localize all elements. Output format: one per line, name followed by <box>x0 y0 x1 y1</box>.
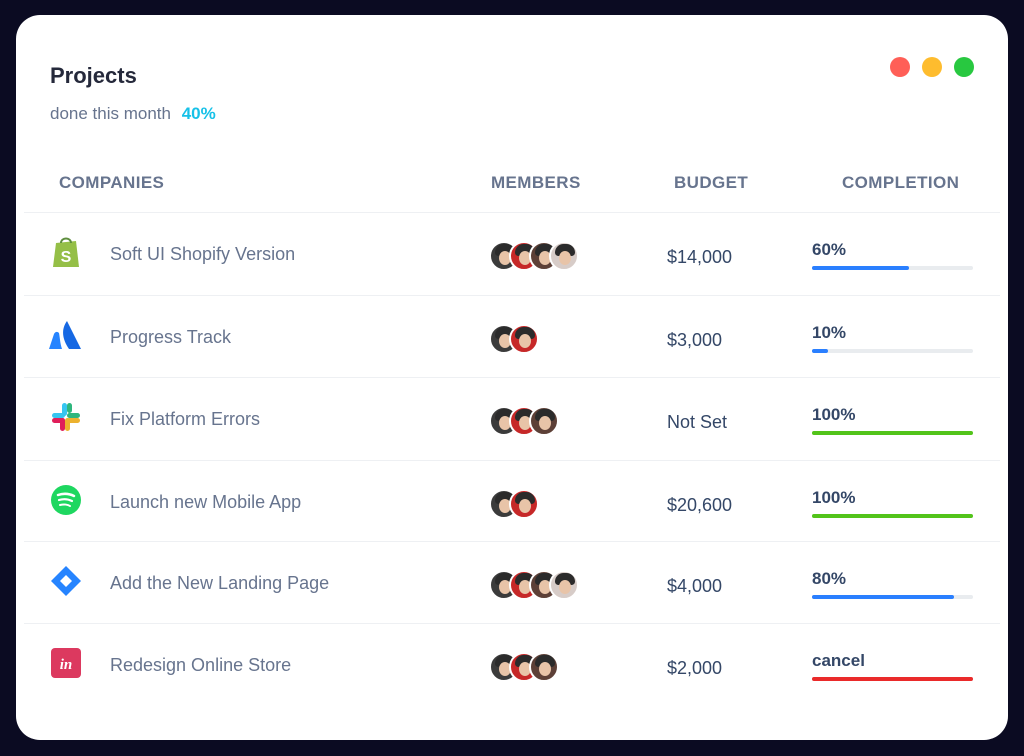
company-name: Progress Track <box>110 327 232 347</box>
window-controls <box>890 57 974 77</box>
subtitle-text: done this month <box>50 104 171 123</box>
avatar[interactable] <box>509 324 539 354</box>
members-avatars <box>489 406 559 436</box>
avatar[interactable] <box>529 406 559 436</box>
budget-value: $20,600 <box>667 495 733 515</box>
page-title: Projects <box>50 63 137 88</box>
invision-icon: in <box>48 645 84 681</box>
company-name: Fix Platform Errors <box>110 409 261 429</box>
members-avatars <box>489 570 579 600</box>
progress-track <box>812 431 973 435</box>
progress-fill <box>812 677 973 681</box>
company-name: Redesign Online Store <box>110 655 292 675</box>
subtitle: done this month 40% <box>50 104 216 124</box>
completion-label: 100% <box>812 405 856 424</box>
company-name: Add the New Landing Page <box>110 573 330 593</box>
table-row[interactable]: Launch new Mobile App $20,600 100% <box>24 460 1000 542</box>
company-name: Soft UI Shopify Version <box>110 244 296 264</box>
progress-track <box>812 595 973 599</box>
table-row[interactable]: Add the New Landing Page $4,000 80% <box>24 541 1000 623</box>
members-avatars <box>489 241 579 271</box>
column-header-completion: COMPLETION <box>842 173 960 192</box>
budget-value: $14,000 <box>667 247 733 267</box>
column-header-budget: BUDGET <box>674 173 749 192</box>
atlassian-icon <box>48 317 84 353</box>
completion-label: 100% <box>812 488 856 507</box>
column-header-companies: COMPANIES <box>59 173 165 192</box>
shopify-icon: S <box>48 234 84 270</box>
table-row[interactable]: Progress Track $3,000 10% <box>24 295 1000 377</box>
completion-cell: 80% <box>812 569 973 599</box>
progress-track <box>812 266 973 270</box>
avatar[interactable] <box>549 570 579 600</box>
completion-label: 10% <box>812 323 847 342</box>
progress-fill <box>812 349 829 353</box>
completion-cell: cancel <box>812 651 973 681</box>
company-name: Launch new Mobile App <box>110 492 302 512</box>
avatar[interactable] <box>529 652 559 682</box>
members-avatars <box>489 489 539 519</box>
budget-value: $2,000 <box>667 658 723 678</box>
jira-icon <box>48 563 84 599</box>
table-row[interactable]: in Redesign Online Store $2,000 cancel <box>24 623 1000 705</box>
progress-fill <box>812 266 909 270</box>
svg-text:S: S <box>61 249 72 266</box>
budget-value: $3,000 <box>667 330 723 350</box>
progress-fill <box>812 595 954 599</box>
completion-cell: 60% <box>812 240 973 270</box>
budget-value: Not Set <box>667 412 728 432</box>
completion-cell: 100% <box>812 488 973 518</box>
completion-label: 60% <box>812 240 847 259</box>
avatar[interactable] <box>549 241 579 271</box>
members-avatars <box>489 324 539 354</box>
projects-card: Projects done this month 40% COMPANIES M… <box>16 15 1008 740</box>
close-dot[interactable] <box>890 57 910 77</box>
slack-icon <box>48 399 84 435</box>
progress-fill <box>812 514 973 518</box>
spotify-icon <box>48 482 84 518</box>
progress-track <box>812 514 973 518</box>
members-avatars <box>489 652 559 682</box>
table-row[interactable]: S Soft UI Shopify Version $14,000 60% <box>24 212 1000 294</box>
progress-track <box>812 349 973 353</box>
progress-track <box>812 677 973 681</box>
completion-cell: 100% <box>812 405 973 435</box>
avatar[interactable] <box>509 489 539 519</box>
progress-fill <box>812 431 973 435</box>
done-percentage: 40% <box>181 104 216 123</box>
completion-label: 80% <box>812 569 847 588</box>
completion-label: cancel <box>812 651 865 670</box>
svg-text:in: in <box>60 657 73 673</box>
budget-value: $4,000 <box>667 576 723 596</box>
minimize-dot[interactable] <box>922 57 942 77</box>
maximize-dot[interactable] <box>954 57 974 77</box>
column-header-members: MEMBERS <box>491 173 581 192</box>
table-row[interactable]: Fix Platform Errors Not Set 100% <box>24 377 1000 459</box>
completion-cell: 10% <box>812 323 973 353</box>
